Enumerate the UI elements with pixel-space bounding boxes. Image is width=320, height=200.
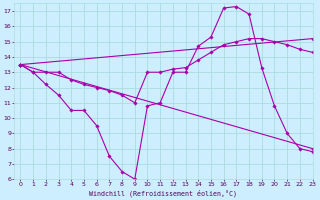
X-axis label: Windchill (Refroidissement éolien,°C): Windchill (Refroidissement éolien,°C) xyxy=(89,189,237,197)
